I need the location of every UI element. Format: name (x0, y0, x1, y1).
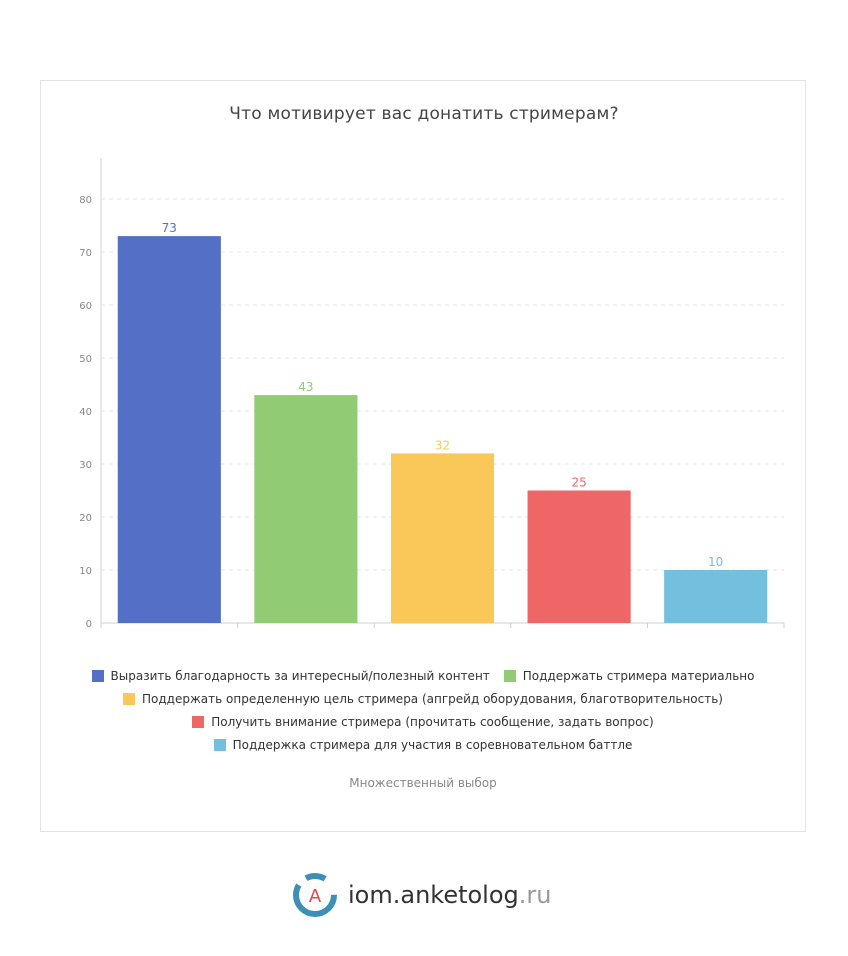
data-label: 73 (162, 221, 177, 235)
legend-row: Выразить благодарность за интересный/пол… (40, 664, 806, 687)
legend-row: Поддержать определенную цель стримера (а… (40, 687, 806, 710)
bar (117, 236, 221, 623)
y-tick-label: 50 (79, 354, 92, 365)
bar (664, 570, 768, 623)
legend-label: Выразить благодарность за интересный/пол… (110, 668, 490, 683)
bar-chart: 0 10 20 30 40 50 60 70 80 73 43 32 25 10 (79, 158, 785, 630)
bar (390, 453, 495, 623)
y-tick-label: 20 (79, 513, 92, 524)
brand-domain: iom.anketolog (348, 881, 519, 909)
brand[interactable]: A iom.anketolog.ru (292, 872, 551, 918)
bar (527, 490, 631, 623)
data-label: 10 (708, 555, 723, 569)
logo-letter: A (309, 886, 322, 907)
legend-swatch (91, 669, 104, 682)
legend-swatch (503, 669, 516, 682)
chart-subtitle: Множественный выбор (349, 776, 497, 790)
legend-item[interactable]: Поддержать определенную цель стримера (а… (123, 692, 723, 706)
legend-swatch (213, 738, 226, 751)
data-label: 25 (571, 476, 586, 490)
chart-title: Что мотивирует вас донатить стримерам? (229, 104, 619, 124)
y-tick-label: 60 (79, 301, 92, 312)
legend-label: Поддержать определенную цель стримера (а… (142, 691, 723, 706)
y-tick-label: 10 (79, 566, 92, 577)
legend-row: Получить внимание стримера (прочитать со… (40, 710, 806, 733)
chart-legend: Выразить благодарность за интересный/пол… (40, 664, 806, 756)
legend-label: Получить внимание стримера (прочитать со… (211, 714, 654, 729)
legend-item[interactable]: Выразить благодарность за интересный/пол… (91, 668, 490, 683)
legend-swatch (123, 692, 136, 705)
anketolog-logo-icon: A (293, 873, 337, 917)
data-label: 43 (298, 380, 313, 394)
bar (254, 395, 358, 623)
y-tick-label: 70 (79, 248, 92, 259)
brand-name: iom.anketolog.ru (348, 881, 551, 909)
legend-label: Поддержка стримера для участия в соревно… (232, 737, 633, 752)
data-label: 32 (435, 438, 450, 452)
y-tick-label: 0 (86, 619, 92, 630)
y-tick-label: 30 (79, 460, 92, 471)
legend-item[interactable]: Поддержать стримера материально (503, 668, 755, 683)
brand-tld: .ru (518, 881, 552, 909)
legend-row: Поддержка стримера для участия в соревно… (40, 733, 806, 756)
y-tick-label: 40 (79, 407, 92, 418)
legend-item[interactable]: Получить внимание стримера (прочитать со… (192, 714, 654, 729)
legend-item[interactable]: Поддержка стримера для участия в соревно… (213, 737, 633, 752)
legend-swatch (192, 715, 205, 728)
y-tick-label: 80 (79, 195, 92, 206)
legend-label: Поддержать стримера материально (522, 668, 755, 683)
